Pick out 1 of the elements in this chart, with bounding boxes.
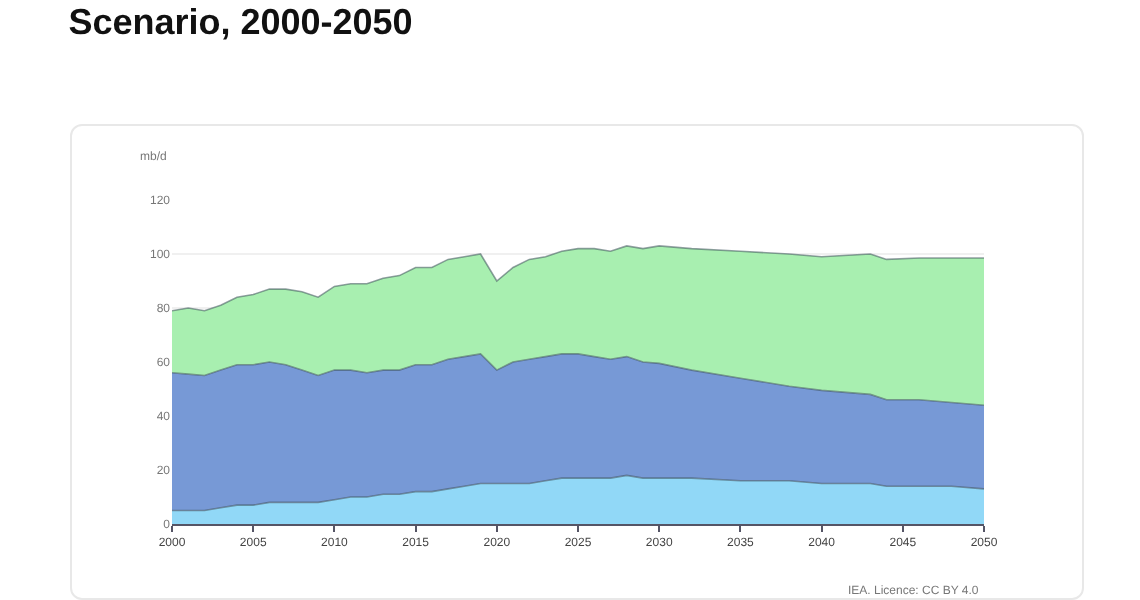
chart-title: Scenario, 2000-2050	[68, 2, 413, 43]
